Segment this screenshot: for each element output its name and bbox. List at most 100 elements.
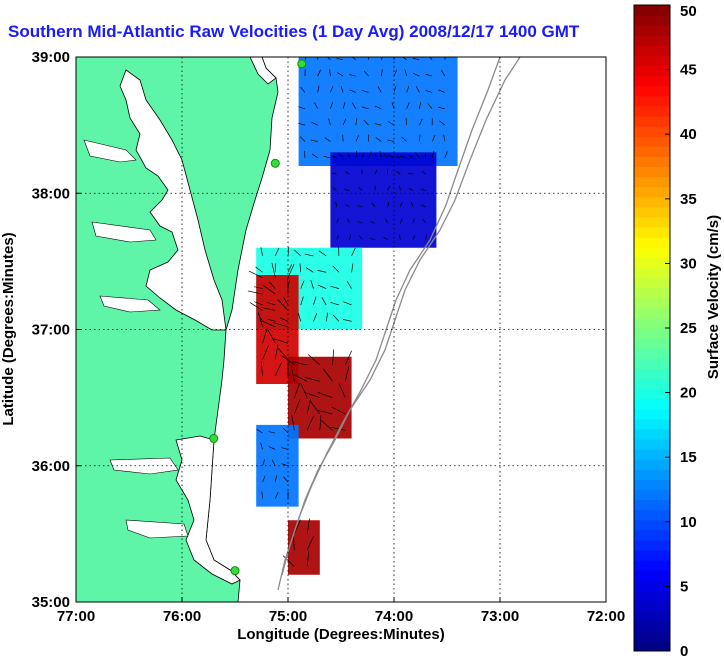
velocity-arrow [340,85,344,93]
colorbar-band [634,509,670,521]
velocity-arrow [282,555,295,567]
velocity-region [298,57,458,166]
velocity-arrow [404,69,408,77]
velocity-arrow [398,234,401,240]
velocity-arrow [370,238,376,240]
colorbar-band [634,126,670,137]
velocity-arrow [384,153,388,159]
y-tick-label: 36:00 [32,458,70,475]
velocity-arrow [253,286,263,289]
colorbar-band [634,176,670,188]
colorbar-band [634,287,670,299]
x-tick-label: 75:00 [269,608,307,625]
colorbar-band [634,297,670,309]
colorbar-band [634,237,670,248]
colorbar-band [634,15,670,26]
velocity-arrow [308,354,321,366]
velocity-arrow [271,262,276,278]
velocity-arrow [355,135,360,142]
colorbar-band [634,267,670,279]
velocity-arrow [424,152,427,158]
velocity-arrow [405,118,408,126]
velocity-arrow [261,320,276,328]
velocity-region [288,520,320,575]
velocity-arrow [352,102,357,109]
velocity-arrow [358,235,363,240]
velocity-arrow [287,263,295,278]
velocity-arrow [323,368,333,382]
velocity-arrow [256,429,263,434]
colorbar: 0 5 10 15 20 25 30 35 40 45 50 Surface Velocity (c… [633,3,722,659]
colorbar-band [634,55,670,67]
velocity-arrow [279,317,289,322]
colorbar-band [634,439,670,450]
velocity-arrow [358,186,363,191]
velocity-arrow [262,328,268,344]
colorbar-tick-label: 0 [680,643,688,659]
colorbar-band [634,560,670,571]
velocity-arrow [431,151,435,158]
velocity-arrow [337,152,344,159]
velocity-arrow [266,302,276,306]
velocity-arrow [306,551,310,567]
velocity-arrow [379,151,382,158]
velocity-arrow [262,459,266,466]
velocity-arrow [412,234,416,240]
colorbar-band [634,519,670,531]
velocity-field [247,57,458,575]
x-axis-label: Longitude (Degrees:Minutes) [237,626,445,643]
velocity-arrow [330,85,334,93]
colorbar-label: Surface Velocity (cm/s) [705,215,722,379]
colorbar-band [634,368,670,379]
velocity-arrow [306,536,314,551]
velocity-arrow [317,409,333,415]
river-inlet [99,295,161,313]
velocity-arrow [313,296,317,306]
velocity-arrow [410,202,414,208]
x-tick-label: 73:00 [481,608,519,625]
velocity-arrow [335,201,338,207]
velocity-arrow [345,171,350,175]
velocity-arrow [344,204,350,208]
colorbar-band [634,156,670,167]
velocity-arrow [400,202,403,208]
velocity-arrow [408,187,414,191]
colorbar-band [634,5,670,16]
velocity-arrow [419,118,423,126]
velocity-arrow [401,57,407,61]
colorbar-band [634,216,670,228]
colorbar-band [634,630,670,642]
velocity-arrow [370,221,376,224]
velocity-arrow [255,266,263,273]
colorbar-band [634,196,670,208]
colorbar-band [634,307,670,319]
velocity-arrow [260,442,263,450]
velocity-arrow [292,534,295,551]
colorbar-band [634,348,670,359]
velocity-arrow [305,392,320,398]
velocity-arrow [361,90,369,93]
velocity-arrow [351,263,354,273]
colorbar-tick-label: 20 [680,385,697,402]
velocity-arrow [330,102,333,109]
y-tick-label: 37:00 [32,322,70,339]
velocity-arrow [363,70,369,77]
colorbar-band [634,428,670,440]
x-tick-label: 72:00 [587,608,625,625]
colorbar-tick-label: 40 [680,126,697,143]
velocity-arrow [344,366,350,382]
velocity-arrow [332,349,335,365]
velocity-arrow [249,302,263,311]
velocity-arrow [311,153,318,159]
velocity-region [256,424,299,507]
velocity-arrow [274,492,279,499]
colorbar-band [634,620,670,632]
velocity-arrow [342,102,346,109]
colorbar-band [634,257,670,268]
velocity-arrow [287,247,290,256]
velocity-arrow [297,312,302,322]
colorbar-band [634,378,670,390]
colorbar-band [634,186,670,198]
